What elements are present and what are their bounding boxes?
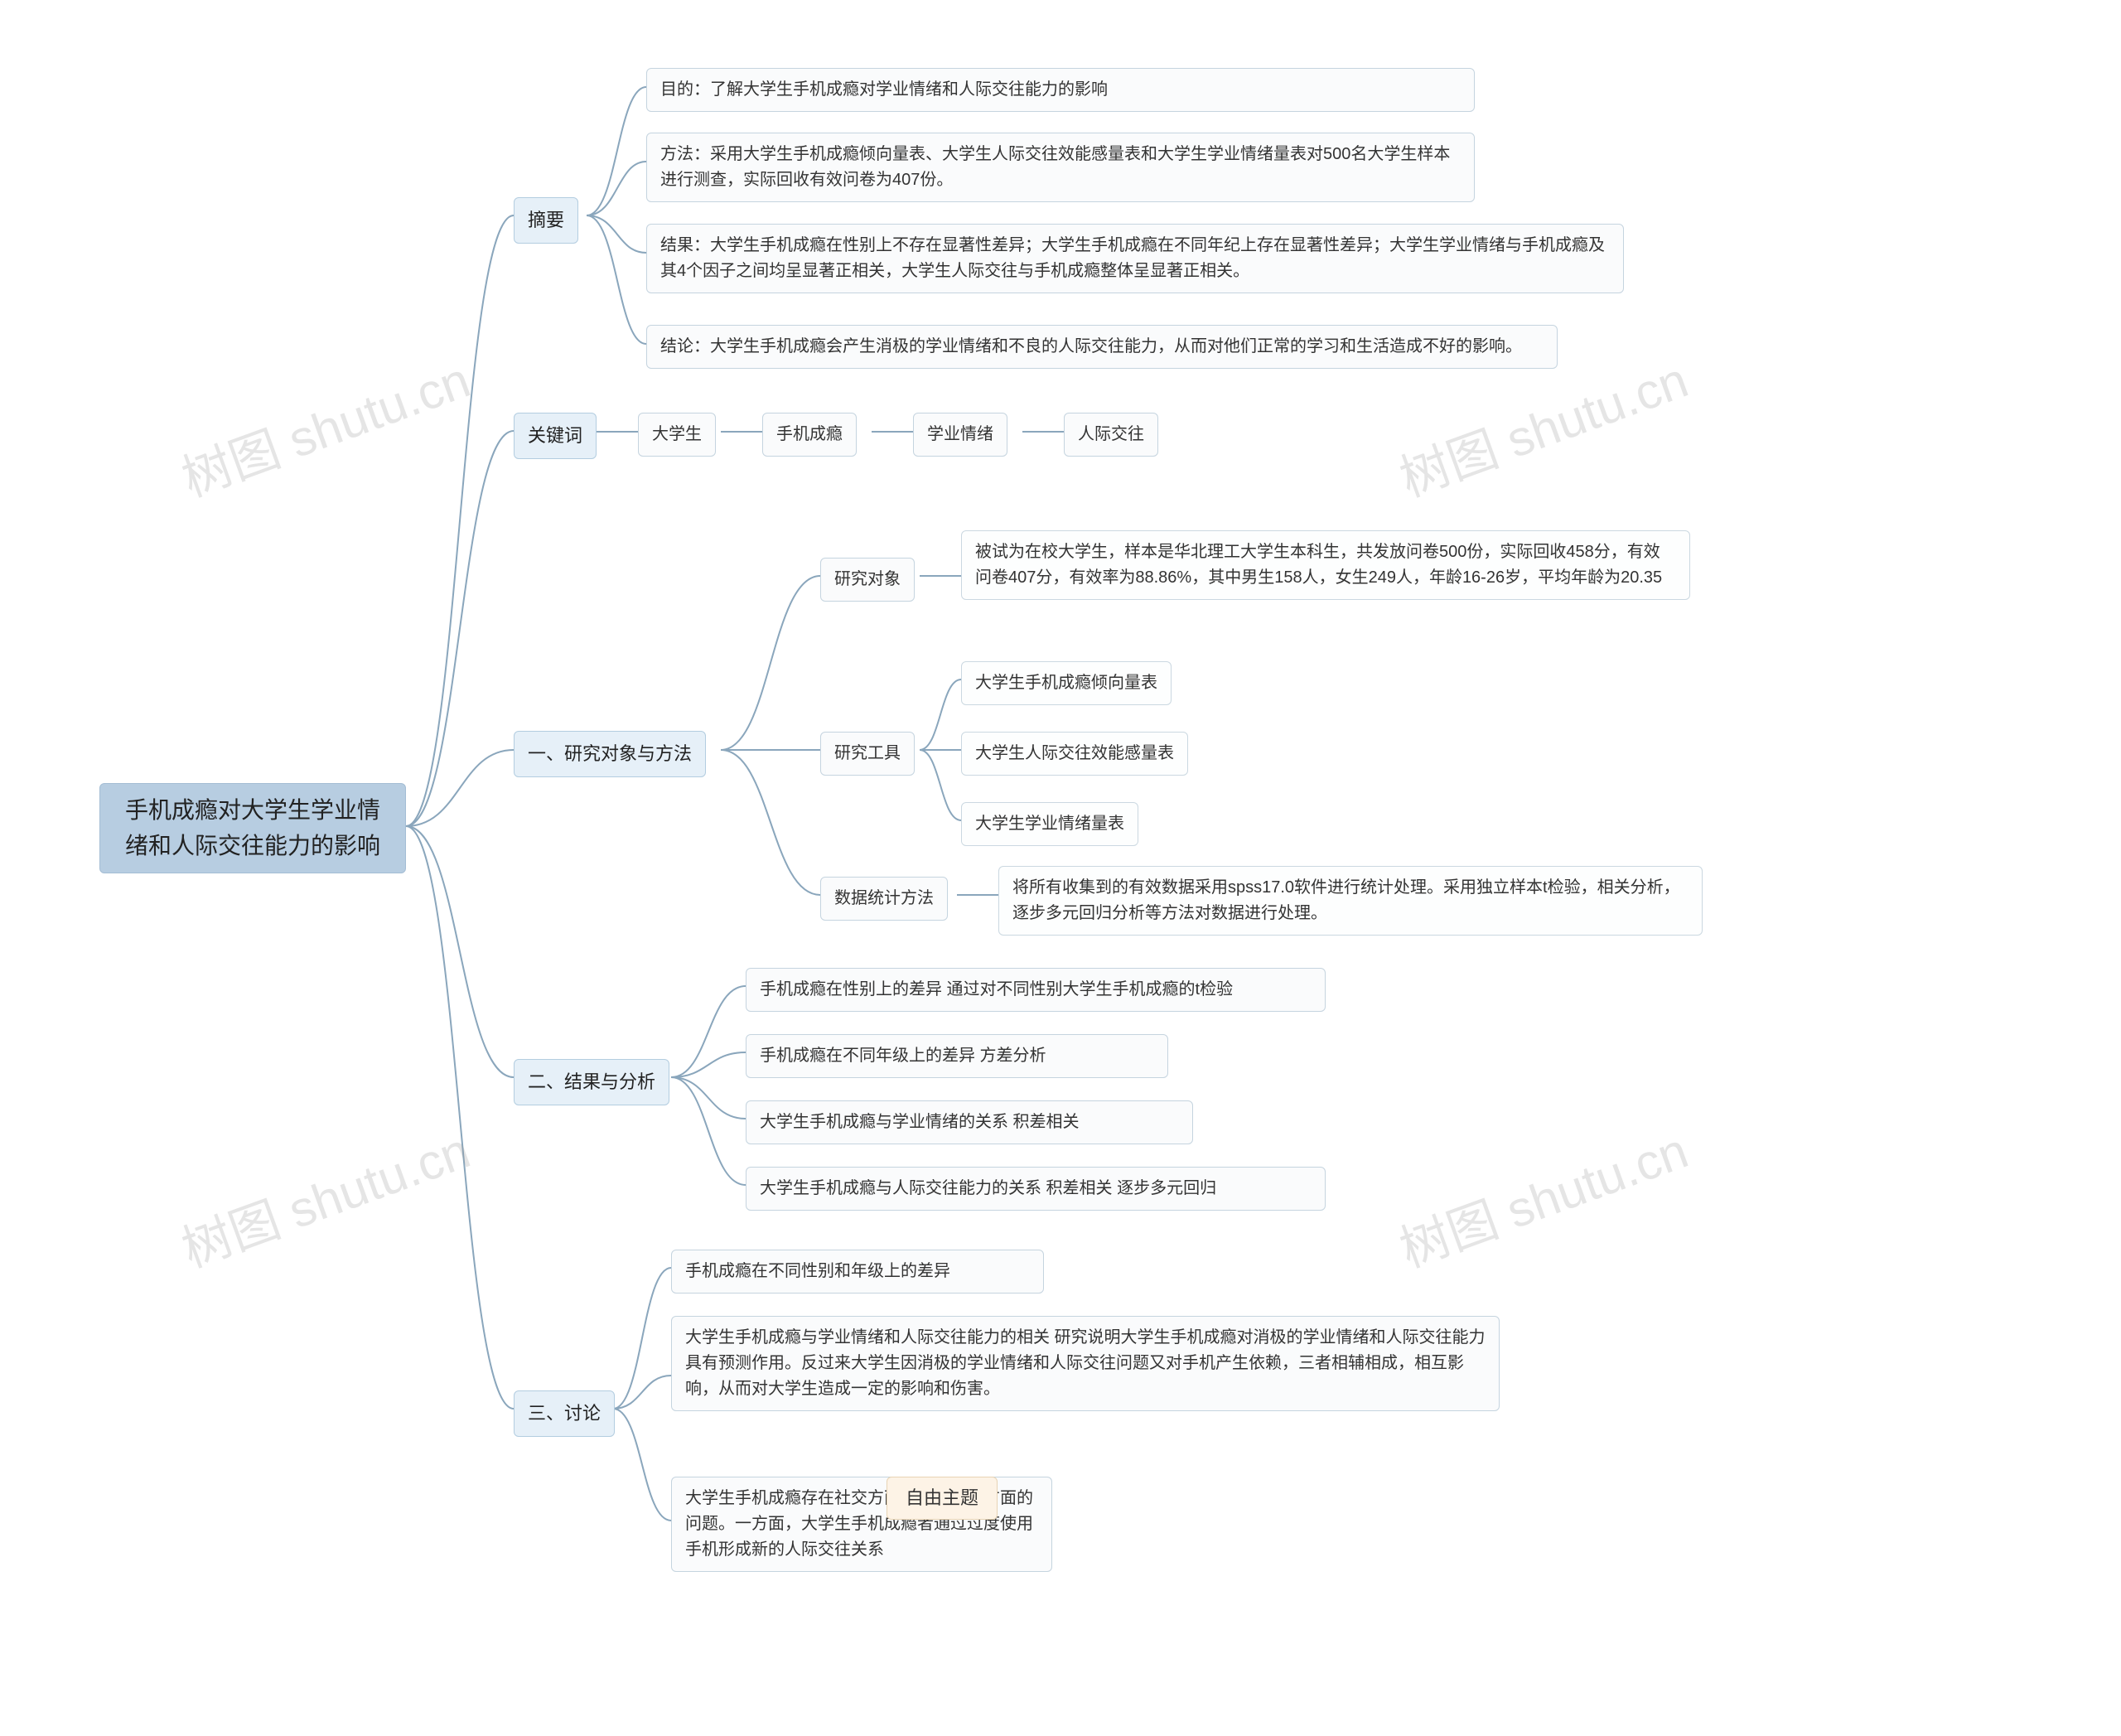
node-s1-subject[interactable]: 研究对象	[820, 558, 915, 602]
node-s2-1[interactable]: 手机成瘾在不同年级上的差异 方差分析	[746, 1034, 1168, 1078]
watermark: 树图 shutu.cn	[171, 340, 478, 510]
mindmap-canvas: 树图 shutu.cn 树图 shutu.cn 树图 shutu.cn 树图 s…	[0, 0, 2121, 1736]
node-kw-3[interactable]: 人际交往	[1064, 413, 1158, 457]
node-s2-3[interactable]: 大学生手机成瘾与人际交往能力的关系 积差相关 逐步多元回归	[746, 1167, 1326, 1211]
node-s1-tools[interactable]: 研究工具	[820, 732, 915, 776]
node-abstract[interactable]: 摘要	[514, 197, 578, 244]
node-abstract-result[interactable]: 结果：大学生手机成瘾在性别上不存在显著性差异；大学生手机成瘾在不同年纪上存在显著…	[646, 224, 1624, 293]
node-keywords[interactable]: 关键词	[514, 413, 597, 459]
node-s1-tool-2[interactable]: 大学生学业情绪量表	[961, 802, 1138, 846]
watermark: 树图 shutu.cn	[171, 1110, 478, 1281]
node-s1-tool-1[interactable]: 大学生人际交往效能感量表	[961, 732, 1188, 776]
node-s1-stats[interactable]: 数据统计方法	[820, 877, 948, 921]
node-abstract-conclusion[interactable]: 结论：大学生手机成瘾会产生消极的学业情绪和不良的人际交往能力，从而对他们正常的学…	[646, 325, 1558, 369]
node-section2[interactable]: 二、结果与分析	[514, 1059, 669, 1105]
node-s2-0[interactable]: 手机成瘾在性别上的差异 通过对不同性别大学生手机成瘾的t检验	[746, 968, 1326, 1012]
node-s2-2[interactable]: 大学生手机成瘾与学业情绪的关系 积差相关	[746, 1100, 1193, 1144]
node-kw-0[interactable]: 大学生	[638, 413, 716, 457]
node-s3-1[interactable]: 大学生手机成瘾与学业情绪和人际交往能力的相关 研究说明大学生手机成瘾对消极的学业…	[671, 1316, 1500, 1411]
node-s1-subject-text[interactable]: 被试为在校大学生，样本是华北理工大学生本科生，共发放问卷500份，实际回收458…	[961, 530, 1690, 600]
node-abstract-purpose[interactable]: 目的：了解大学生手机成瘾对学业情绪和人际交往能力的影响	[646, 68, 1475, 112]
node-kw-2[interactable]: 学业情绪	[913, 413, 1007, 457]
node-section1[interactable]: 一、研究对象与方法	[514, 731, 706, 777]
watermark: 树图 shutu.cn	[1389, 1110, 1696, 1281]
node-s1-stats-text[interactable]: 将所有收集到的有效数据采用spss17.0软件进行统计处理。采用独立样本t检验，…	[998, 866, 1703, 936]
node-section3[interactable]: 三、讨论	[514, 1390, 615, 1437]
root-node[interactable]: 手机成瘾对大学生学业情绪和人际交往能力的影响	[99, 783, 406, 873]
node-free-topic[interactable]: 自由主题	[887, 1477, 998, 1520]
node-s3-0[interactable]: 手机成瘾在不同性别和年级上的差异	[671, 1250, 1044, 1294]
node-abstract-method[interactable]: 方法：采用大学生手机成瘾倾向量表、大学生人际交往效能感量表和大学生学业情绪量表对…	[646, 133, 1475, 202]
node-s1-tool-0[interactable]: 大学生手机成瘾倾向量表	[961, 661, 1172, 705]
node-kw-1[interactable]: 手机成瘾	[762, 413, 857, 457]
